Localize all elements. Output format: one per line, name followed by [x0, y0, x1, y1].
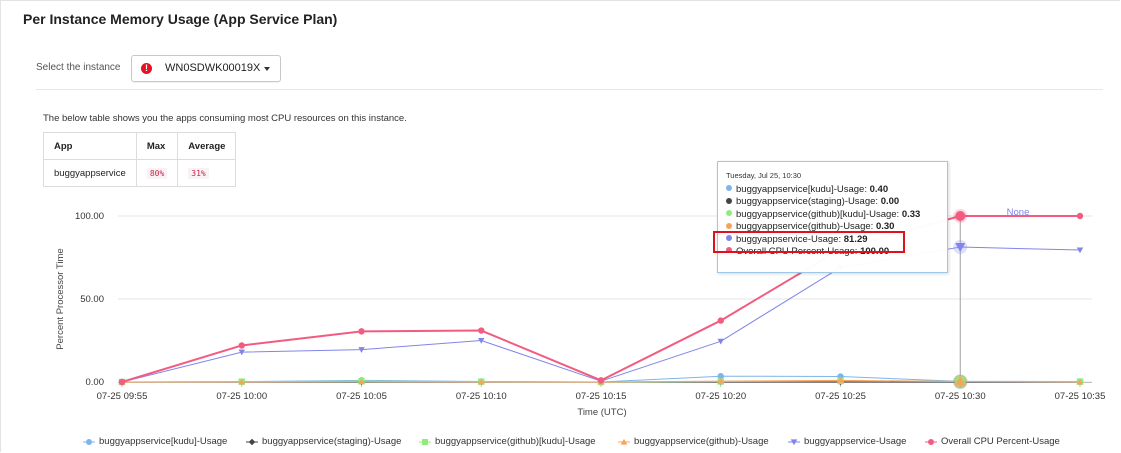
legend-marker	[788, 439, 800, 446]
tooltip-label: buggyappservice-Usage:	[736, 233, 844, 245]
legend-label: buggyappservice(staging)-Usage	[262, 436, 402, 447]
data-point	[478, 337, 485, 344]
tooltip-dot	[726, 210, 732, 217]
tooltip-value: 0.40	[869, 184, 889, 195]
top-apps-table: App Max Average buggyappservice 80% 31%	[43, 132, 237, 187]
x-tick-label: 07-25 10:00	[216, 391, 267, 402]
data-point	[955, 211, 966, 221]
chart-legend: buggyappservice[kudu]-Usage buggyappserv…	[0, 435, 1121, 451]
legend-label: buggyappservice-Usage	[804, 436, 907, 447]
data-point	[717, 317, 724, 324]
data-point	[118, 378, 126, 386]
tooltip-label: buggyappservice(github)-Usage:	[736, 221, 876, 233]
legend-marker	[925, 439, 937, 445]
tooltip-dot	[726, 247, 732, 254]
tooltip-dot	[726, 197, 732, 204]
column-header-max: Max	[135, 132, 179, 160]
average-value: 31%	[188, 167, 209, 179]
cell-max: 80%	[135, 159, 179, 187]
instance-dropdown-value: WN0SDWK00019X	[165, 62, 261, 74]
cell-app: buggyappservice	[43, 159, 137, 187]
tooltip-label: buggyappservice[kudu]-Usage:	[736, 184, 870, 195]
instance-dropdown[interactable]: ! WN0SDWK00019X	[131, 55, 281, 82]
cell-average: 31%	[177, 159, 237, 187]
table-description: The below table shows you the apps consu…	[43, 113, 407, 124]
tooltip-row: buggyappservice(github)-Usage: 0.30	[726, 221, 894, 232]
section-divider	[36, 89, 1103, 90]
y-tick-label: 100.00	[75, 211, 104, 222]
x-tick-label: 07-25 10:20	[695, 391, 746, 402]
legend-marker	[618, 438, 630, 445]
data-point	[1076, 247, 1084, 254]
tooltip-dot	[726, 185, 732, 192]
tooltip-value: 0.30	[875, 221, 895, 233]
panel-title: Per Instance Memory Usage (App Service P…	[23, 11, 338, 27]
legend-label: buggyappservice(github)[kudu]-Usage	[435, 436, 596, 447]
tooltip-value: 0.00	[880, 196, 900, 208]
highlight-box	[713, 231, 905, 253]
x-tick-label: 07-25 10:10	[456, 391, 507, 402]
y-tick-label: 0.00	[86, 377, 105, 388]
legend-marker	[246, 438, 258, 446]
data-point	[238, 342, 245, 349]
chart-tooltip: Tuesday, Jul 25, 10:30 buggyappservice[k…	[717, 161, 948, 273]
table-row: buggyappservice 80% 31%	[43, 159, 237, 187]
tooltip-row: buggyappservice[kudu]-Usage: 0.40	[726, 184, 888, 195]
tooltip-dot	[726, 235, 732, 242]
tooltip-row: buggyappservice(staging)-Usage: 0.00	[726, 196, 899, 207]
y-axis-title: Percent Processor Time	[55, 248, 66, 349]
legend-marker	[419, 439, 431, 445]
select-instance-label: Select the instance	[36, 62, 121, 73]
tooltip-label: buggyappservice(github)[kudu]-Usage:	[736, 208, 902, 220]
data-point	[1076, 212, 1084, 220]
caret-down-icon	[264, 67, 270, 71]
column-header-average: Average	[177, 132, 237, 160]
data-point	[358, 347, 365, 353]
x-tick-label: 07-25 10:15	[576, 391, 627, 402]
x-tick-label: 07-25 10:05	[336, 391, 387, 402]
y-tick-label: 50.00	[80, 294, 104, 305]
data-point	[358, 378, 365, 385]
data-point	[358, 328, 365, 335]
data-point	[717, 372, 724, 380]
data-point	[955, 376, 966, 386]
tooltip-value: 0.33	[901, 208, 921, 220]
chart-annotation: None	[1007, 207, 1030, 218]
data-point	[837, 377, 844, 383]
tooltip-row: buggyappservice(github)[kudu]-Usage: 0.3…	[726, 209, 920, 220]
legend-marker	[83, 439, 95, 445]
tooltip-dot	[726, 222, 732, 229]
error-icon: !	[141, 63, 152, 74]
max-value: 80%	[146, 167, 168, 179]
tooltip-row: buggyappservice-Usage: 81.29	[726, 234, 868, 245]
data-point	[1076, 378, 1084, 385]
data-point	[478, 327, 485, 334]
legend-label: Overall CPU Percent-Usage	[941, 436, 1060, 447]
data-point	[717, 338, 724, 345]
data-point	[238, 378, 245, 385]
tooltip-value: 81.29	[843, 233, 868, 245]
legend-label: buggyappservice[kudu]-Usage	[99, 436, 228, 447]
data-point	[478, 378, 485, 385]
data-point	[955, 243, 966, 253]
x-tick-label: 07-25 09:55	[97, 391, 148, 402]
x-tick-label: 07-25 10:30	[935, 391, 986, 402]
tooltip-header: Tuesday, Jul 25, 10:30	[726, 171, 802, 180]
legend-label: buggyappservice(github)-Usage	[634, 436, 769, 447]
data-point	[597, 377, 605, 384]
x-tick-label: 07-25 10:25	[815, 391, 866, 402]
data-point	[717, 377, 724, 384]
x-axis-title: Time (UTC)	[577, 407, 626, 418]
tooltip-label: buggyappservice(staging)-Usage:	[736, 196, 881, 208]
x-tick-label: 07-25 10:35	[1055, 391, 1106, 402]
data-point	[238, 349, 245, 356]
